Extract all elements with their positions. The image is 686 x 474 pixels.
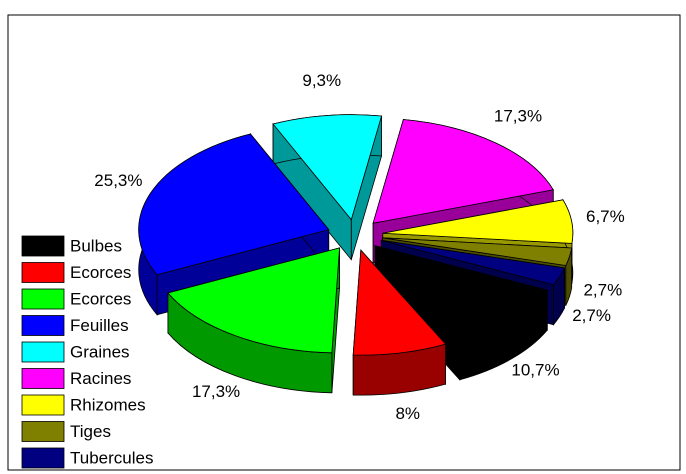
legend-label: Racines [70, 369, 131, 388]
slice-top [381, 239, 566, 286]
slice-top [272, 114, 383, 221]
legend-swatch [21, 421, 65, 442]
data-label: 25,3% [94, 171, 142, 190]
data-label: 17,3% [192, 382, 240, 401]
slice-top [382, 237, 573, 266]
legend-swatch [21, 341, 65, 363]
legend-label: Feuilles [70, 316, 129, 335]
legend-label: Ecorces [70, 263, 131, 282]
slice-top [372, 119, 554, 224]
data-label: 17,3% [494, 106, 542, 125]
data-label: 10,7% [511, 361, 559, 380]
slice [272, 114, 383, 261]
legend: Bulbes Ecorces Ecorces Feuilles Graines Racin… [21, 235, 153, 469]
legend-swatch [21, 315, 65, 336]
data-label: 9,3% [302, 71, 341, 90]
slice-top [382, 199, 574, 244]
slice [352, 249, 447, 396]
legend-label: Ecorces [70, 289, 131, 308]
slice-top [352, 249, 447, 356]
data-label: 2,7% [572, 306, 611, 325]
slice [138, 132, 330, 316]
legend-swatch [21, 288, 65, 310]
slice-top [167, 247, 341, 354]
legend-label: Tubercules [70, 448, 153, 467]
data-label: 8% [395, 404, 420, 423]
legend-label: Tiges [70, 422, 111, 441]
legend-swatch [21, 235, 65, 257]
legend-swatch [21, 447, 65, 469]
legend-label: Bulbes [70, 236, 122, 255]
data-label: 2,7% [583, 281, 622, 300]
legend-label: Rhizomes [70, 395, 146, 414]
slice-top [138, 133, 330, 276]
legend-label: Graines [70, 342, 130, 361]
legend-swatch [21, 368, 65, 389]
slice-top [373, 245, 548, 341]
legend-swatch [21, 262, 65, 283]
data-label: 6,7% [586, 207, 625, 226]
pie: 10,7% 8% 17,3% 25,3% 9,3% 17,3% 6,7% 2,7% 2,7% [94, 71, 624, 423]
legend-swatch [21, 394, 65, 416]
slice [167, 247, 341, 394]
